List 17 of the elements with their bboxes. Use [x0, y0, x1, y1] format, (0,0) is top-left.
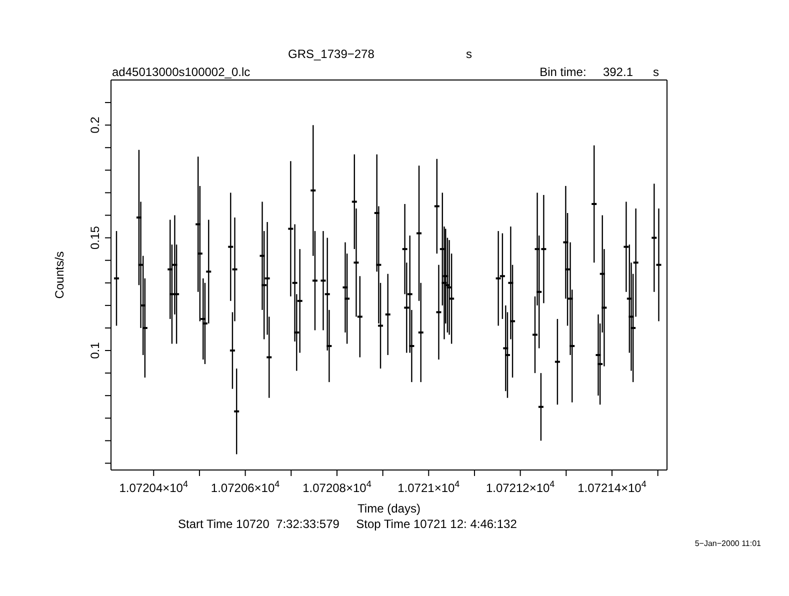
- x-tick-label: 1.0721×10$^{4}$: [398, 479, 460, 495]
- text: 5−Jan−2000 11:01: [694, 539, 761, 548]
- y-tick-label: 0.15: [88, 226, 102, 250]
- chart-subtitle: ad45013000s100002_0.lc: [112, 65, 250, 79]
- y-tick-label: 0.2: [88, 116, 102, 134]
- chart-title: GRS_1739−278: [288, 47, 374, 61]
- x-tick-label: 1.07208×10$^{4}$: [302, 479, 372, 495]
- text: Start Time 10720 7:32:33:579 Stop Time 10721 12: 4:46:132: [178, 517, 517, 531]
- text: s: [466, 47, 472, 61]
- x-tick-label: 1.07212×10$^{4}$: [486, 479, 555, 495]
- x-tick-label: 1.07214×10$^{4}$: [578, 479, 646, 495]
- x-axis-title: Time (days): [358, 502, 420, 516]
- y-axis-title: Counts/s: [52, 251, 66, 299]
- text: Bin time: 392.1 s: [540, 65, 659, 79]
- x-tick-label: 1.07206×10$^{4}$: [210, 479, 280, 495]
- x-tick-label: 1.07204×10$^{4}$: [119, 479, 188, 495]
- y-tick-label: 0.1: [88, 342, 102, 359]
